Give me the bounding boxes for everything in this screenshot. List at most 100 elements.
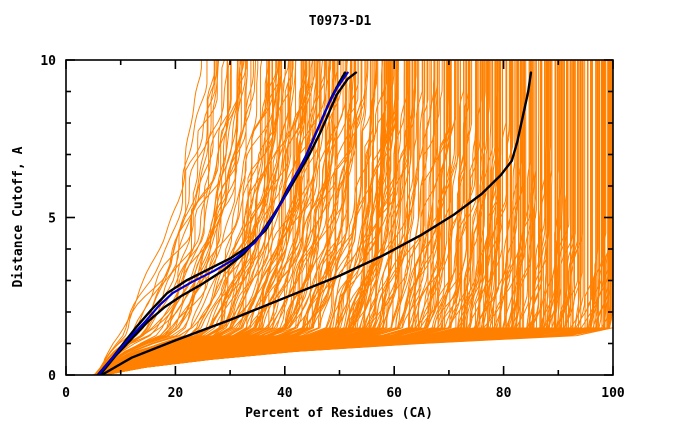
ensemble-curve: [103, 60, 535, 375]
ensemble-curve: [96, 60, 493, 375]
ensemble-curve: [96, 60, 562, 375]
ensemble-curve: [97, 60, 556, 375]
y-tick-label: 0: [48, 369, 56, 384]
ensemble-curve: [97, 60, 579, 375]
ensemble-curve: [100, 60, 446, 375]
ensemble-curve: [95, 60, 582, 375]
ensemble-curve: [98, 60, 426, 375]
ensemble-curve: [94, 60, 572, 375]
highlight-curve-black-reference-right: [100, 71, 533, 375]
ensemble-curve: [97, 60, 357, 375]
ensemble-curve: [94, 60, 576, 375]
y-tick-label: 10: [40, 54, 56, 69]
ensemble-curve: [94, 60, 277, 375]
ensemble-curve: [101, 60, 589, 375]
ensemble-curve: [99, 60, 537, 375]
ensemble-curve: [103, 60, 248, 375]
x-tick-label: 40: [277, 386, 293, 401]
ensemble-curve: [104, 60, 592, 375]
ensemble-curve: [93, 60, 488, 375]
ensemble-curve: [95, 60, 405, 375]
ensemble-curve: [93, 60, 410, 375]
ensemble-curve: [102, 60, 273, 375]
ensemble-curve: [103, 60, 316, 375]
ensemble-curve: [100, 60, 372, 375]
ensemble-curve: [101, 60, 218, 375]
ensemble-curve: [102, 60, 457, 375]
ensemble-curve: [95, 60, 580, 375]
ensemble-curve: [102, 60, 202, 375]
x-tick-label: 0: [62, 386, 70, 401]
ensemble-curve: [99, 60, 363, 375]
ensemble-curve: [103, 60, 583, 375]
ensemble-curve: [99, 60, 418, 375]
ensemble-curve: [93, 60, 613, 375]
ensemble-curve: [98, 60, 470, 375]
ensemble-curve: [95, 60, 228, 375]
ensemble-curve: [99, 60, 432, 375]
ensemble-curve: [99, 60, 576, 375]
ensemble-curve: [102, 60, 451, 375]
ensemble-curve: [95, 60, 597, 375]
y-tick-labels: 0 5 10: [40, 54, 56, 384]
ensemble-curve: [98, 60, 369, 375]
ensemble-curve: [98, 60, 602, 375]
ensemble-curve: [98, 60, 490, 375]
ensemble-curve: [99, 60, 392, 375]
ensemble-curve: [99, 60, 523, 375]
ensemble-curve: [96, 60, 268, 375]
ensemble-curve: [101, 60, 498, 375]
ensemble-curve: [95, 60, 507, 375]
ensemble-curve: [101, 60, 225, 375]
ensemble-curve: [103, 60, 314, 375]
ensemble-curve: [94, 60, 502, 375]
y-tick-label: 5: [48, 212, 56, 227]
ensemble-curve: [98, 60, 443, 375]
ensemble-curve: [99, 60, 310, 375]
ensemble-curve: [101, 60, 290, 375]
ensemble-curve: [99, 60, 385, 375]
ensemble-curve: [97, 60, 263, 375]
page-title: T0973-D1: [308, 14, 372, 29]
ensemble-curve: [104, 60, 305, 375]
ensemble-curve: [94, 60, 477, 375]
x-tick-label: 20: [168, 386, 184, 401]
ensemble-curve: [98, 60, 428, 375]
ensemble-curve: [95, 60, 353, 375]
ensemble-curve: [102, 60, 231, 375]
ensemble-curve: [96, 60, 483, 375]
highlight-curve-blue-reference: [97, 71, 349, 375]
ensemble-curve: [104, 60, 516, 375]
x-tick-label: 80: [496, 386, 512, 401]
ensemble-curve: [97, 60, 546, 375]
ensemble-curve: [101, 60, 521, 375]
ensemble-curve: [101, 60, 499, 375]
ensemble-curve: [94, 60, 379, 375]
ensemble-curve: [96, 60, 512, 375]
ensemble-curve: [96, 60, 549, 375]
ensemble-curve: [99, 60, 356, 375]
ensemble-curve: [100, 60, 411, 375]
ensemble-curve: [104, 60, 362, 375]
ensemble-curve: [103, 60, 439, 375]
data-curves-layer: [93, 60, 613, 375]
ensemble-curve: [93, 60, 604, 375]
ensemble-curve: [96, 60, 287, 375]
ensemble-curve: [94, 60, 359, 375]
x-tick-label: 100: [601, 386, 625, 401]
ensemble-curve: [95, 60, 518, 375]
ensemble-curve: [93, 60, 348, 375]
ensemble-curve: [104, 60, 586, 375]
ensemble-curve: [101, 60, 530, 375]
ensemble-curve: [95, 60, 459, 375]
ensemble-curve: [102, 60, 348, 375]
ensemble-curve: [97, 60, 414, 375]
ensemble-curve: [93, 60, 486, 375]
ensemble-curve: [99, 60, 461, 375]
ensemble-curve: [103, 60, 388, 375]
ensemble-curve: [104, 60, 450, 375]
ensemble-curve: [101, 60, 560, 375]
ensemble-curve: [93, 60, 307, 375]
ensemble-curve: [94, 60, 281, 375]
